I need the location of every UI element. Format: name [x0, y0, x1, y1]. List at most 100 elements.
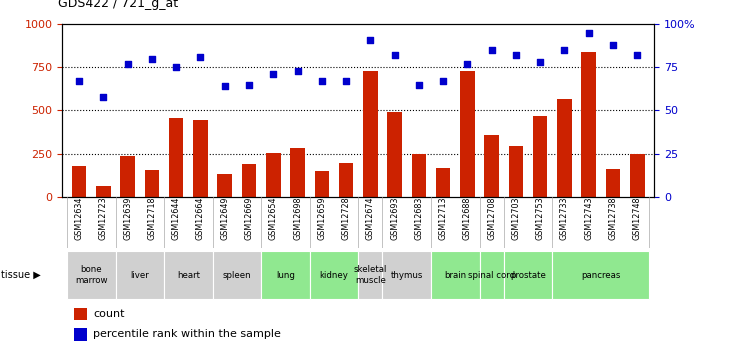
- Point: [583, 30, 594, 36]
- Bar: [436, 168, 450, 197]
- FancyBboxPatch shape: [261, 251, 310, 299]
- Text: GSM12649: GSM12649: [220, 197, 230, 240]
- Text: spinal cord: spinal cord: [468, 270, 515, 280]
- Text: GSM12703: GSM12703: [512, 197, 520, 240]
- Bar: [606, 169, 621, 197]
- Text: GSM12683: GSM12683: [414, 197, 423, 240]
- FancyBboxPatch shape: [115, 251, 164, 299]
- Bar: [412, 154, 426, 197]
- Bar: [363, 71, 378, 197]
- Text: prostate: prostate: [510, 270, 546, 280]
- Bar: [266, 152, 281, 197]
- Point: [292, 68, 303, 73]
- Bar: [387, 112, 402, 197]
- Bar: [145, 170, 159, 197]
- Text: GSM12728: GSM12728: [341, 197, 351, 240]
- Bar: [314, 171, 329, 197]
- Text: GSM12688: GSM12688: [463, 197, 472, 240]
- Point: [97, 94, 109, 99]
- Text: brain: brain: [444, 270, 466, 280]
- Bar: [460, 71, 474, 197]
- Point: [558, 47, 570, 53]
- Text: GSM12693: GSM12693: [390, 197, 399, 240]
- Bar: [290, 148, 305, 197]
- Bar: [217, 174, 232, 197]
- Text: GSM12674: GSM12674: [366, 197, 375, 240]
- FancyBboxPatch shape: [431, 251, 480, 299]
- Text: GSM12713: GSM12713: [439, 197, 447, 240]
- Text: GSM12698: GSM12698: [293, 197, 302, 240]
- Point: [632, 52, 643, 58]
- Text: GSM12669: GSM12669: [244, 197, 254, 240]
- Bar: [509, 146, 523, 197]
- Text: GSM12748: GSM12748: [633, 197, 642, 240]
- Text: GSM12654: GSM12654: [269, 197, 278, 240]
- Point: [534, 59, 546, 65]
- Text: GSM12639: GSM12639: [123, 197, 132, 240]
- Text: GSM12659: GSM12659: [317, 197, 326, 240]
- FancyBboxPatch shape: [480, 251, 504, 299]
- Text: thymus: thymus: [390, 270, 423, 280]
- Point: [146, 56, 158, 61]
- Point: [461, 61, 473, 67]
- Text: GSM12733: GSM12733: [560, 197, 569, 240]
- Point: [486, 47, 498, 53]
- Point: [340, 78, 352, 84]
- Bar: [72, 167, 86, 197]
- FancyBboxPatch shape: [310, 251, 358, 299]
- Bar: [193, 120, 208, 197]
- Bar: [169, 118, 183, 197]
- Text: pancreas: pancreas: [581, 270, 621, 280]
- Point: [316, 78, 327, 84]
- Text: GSM12743: GSM12743: [584, 197, 594, 240]
- Point: [607, 42, 619, 48]
- Text: lung: lung: [276, 270, 295, 280]
- FancyBboxPatch shape: [553, 251, 649, 299]
- Text: GSM12723: GSM12723: [99, 197, 108, 240]
- Bar: [74, 328, 87, 341]
- Point: [122, 61, 134, 67]
- Text: liver: liver: [130, 270, 149, 280]
- FancyBboxPatch shape: [67, 251, 115, 299]
- Bar: [121, 156, 135, 197]
- Text: GSM12738: GSM12738: [608, 197, 618, 240]
- Point: [365, 37, 376, 42]
- Text: tissue ▶: tissue ▶: [1, 269, 41, 279]
- Bar: [338, 163, 353, 197]
- Point: [437, 78, 449, 84]
- Point: [268, 71, 279, 77]
- Bar: [74, 308, 87, 320]
- Text: percentile rank within the sample: percentile rank within the sample: [93, 329, 281, 339]
- Text: GSM12708: GSM12708: [487, 197, 496, 240]
- Bar: [630, 154, 645, 197]
- Point: [170, 65, 182, 70]
- FancyBboxPatch shape: [213, 251, 261, 299]
- Point: [413, 82, 425, 87]
- Text: bone
marrow: bone marrow: [75, 265, 107, 285]
- Bar: [485, 136, 499, 197]
- Bar: [557, 99, 572, 197]
- Text: skeletal
muscle: skeletal muscle: [354, 265, 387, 285]
- Text: GSM12644: GSM12644: [172, 197, 181, 240]
- FancyBboxPatch shape: [504, 251, 553, 299]
- Text: GSM12634: GSM12634: [75, 197, 83, 240]
- Bar: [242, 164, 257, 197]
- Text: GSM12718: GSM12718: [148, 197, 156, 240]
- Bar: [96, 186, 110, 197]
- Text: spleen: spleen: [222, 270, 251, 280]
- FancyBboxPatch shape: [358, 251, 382, 299]
- Point: [73, 78, 85, 84]
- Text: heart: heart: [177, 270, 200, 280]
- Bar: [533, 117, 548, 197]
- Point: [219, 83, 230, 89]
- Text: count: count: [93, 309, 124, 319]
- Text: GDS422 / 721_g_at: GDS422 / 721_g_at: [58, 0, 178, 10]
- Text: kidney: kidney: [319, 270, 349, 280]
- Text: GSM12753: GSM12753: [536, 197, 545, 240]
- Point: [510, 52, 522, 58]
- FancyBboxPatch shape: [164, 251, 213, 299]
- Text: GSM12664: GSM12664: [196, 197, 205, 240]
- Point: [194, 54, 206, 60]
- Point: [243, 82, 255, 87]
- Bar: [581, 52, 596, 197]
